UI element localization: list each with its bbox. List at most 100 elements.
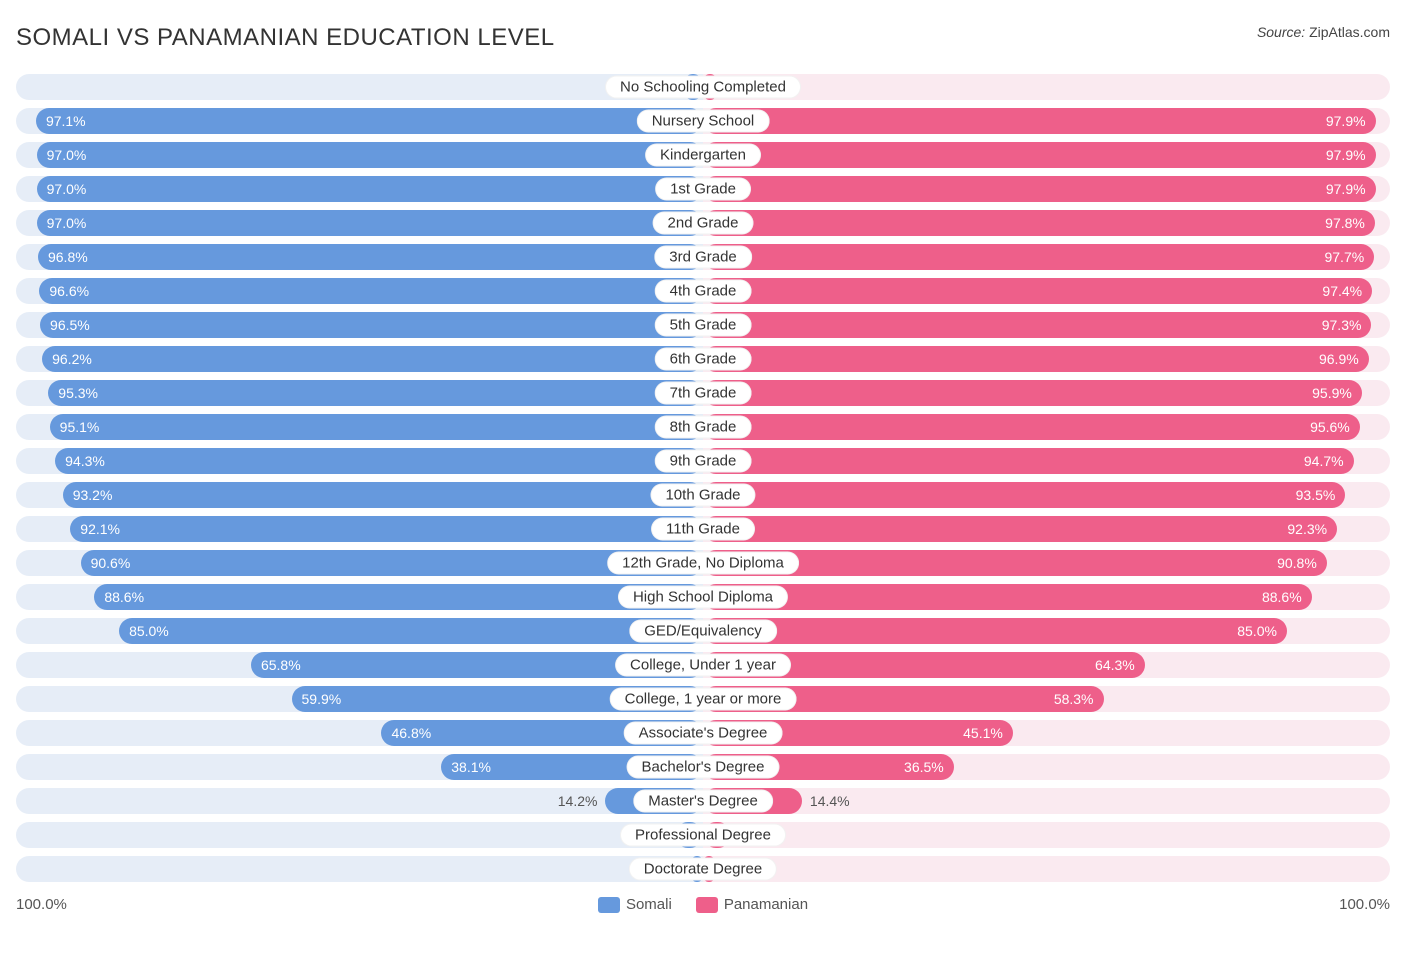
right-bar: 97.9%: [703, 176, 1376, 202]
bar-row: 94.3%94.7%9th Grade: [16, 448, 1390, 474]
left-pct: 92.1%: [80, 521, 120, 537]
left-pct: 46.8%: [391, 725, 431, 741]
left-pct: 85.0%: [129, 623, 169, 639]
right-pct: 97.7%: [1324, 249, 1364, 265]
legend-item-left: Somali: [598, 896, 672, 913]
category-label: 10th Grade: [650, 484, 755, 507]
right-pct: 58.3%: [1054, 691, 1094, 707]
bar-row: 4.1%4.1%Professional Degree: [16, 822, 1390, 848]
left-pct: 65.8%: [261, 657, 301, 673]
source-attribution: Source: ZipAtlas.com: [1257, 24, 1390, 40]
left-pct: 96.8%: [48, 249, 88, 265]
left-pct: 97.1%: [46, 113, 86, 129]
bar-row: 59.9%58.3%College, 1 year or more: [16, 686, 1390, 712]
left-pct: 96.5%: [50, 317, 90, 333]
bar-row: 88.6% 88.6% High School Diploma: [16, 584, 1390, 610]
right-pct: 64.3%: [1095, 657, 1135, 673]
category-label: 1st Grade: [655, 178, 751, 201]
bar-row: 96.5%97.3%5th Grade: [16, 312, 1390, 338]
right-pct: 97.4%: [1322, 283, 1362, 299]
bar-row: 95.1%95.6%8th Grade: [16, 414, 1390, 440]
category-label: GED/Equivalency: [629, 620, 777, 643]
left-pct: 94.3%: [65, 453, 105, 469]
right-pct: 94.7%: [1304, 453, 1344, 469]
left-bar: 97.0%: [37, 210, 703, 236]
right-pct: 97.8%: [1325, 215, 1365, 231]
source-label: Source:: [1257, 24, 1305, 40]
axis-left-max: 100.0%: [16, 896, 96, 913]
right-bar: 97.7%: [703, 244, 1374, 270]
bar-row: 38.1%36.5%Bachelor's Degree: [16, 754, 1390, 780]
category-label: 5th Grade: [655, 314, 752, 337]
left-bar: 97.0%: [37, 142, 703, 168]
category-label: 12th Grade, No Diploma: [607, 552, 799, 575]
left-bar: 93.2%: [63, 482, 703, 508]
left-bar: 95.1%: [50, 414, 703, 440]
left-pct: 96.6%: [49, 283, 89, 299]
bar-row: 97.0% 97.8% 2nd Grade: [16, 210, 1390, 236]
category-label: Associate's Degree: [624, 722, 783, 745]
bar-row: 97.0% 97.9%1st Grade: [16, 176, 1390, 202]
bar-row: 65.8% 64.3% College, Under 1 year: [16, 652, 1390, 678]
left-pct: 97.0%: [47, 181, 87, 197]
bar-row: 1.7%1.7%Doctorate Degree: [16, 856, 1390, 882]
left-bar: 95.3%: [48, 380, 703, 406]
left-pct: 97.0%: [47, 215, 87, 231]
left-pct: 88.6%: [104, 589, 144, 605]
left-pct: 93.2%: [73, 487, 113, 503]
right-bar: 88.6%: [703, 584, 1312, 610]
left-bar: 94.3%: [55, 448, 703, 474]
right-bar: 97.8%: [703, 210, 1375, 236]
source-name: ZipAtlas.com: [1309, 24, 1390, 40]
left-pct: 90.6%: [91, 555, 131, 571]
right-pct: 14.4%: [810, 793, 850, 809]
category-label: Kindergarten: [645, 144, 761, 167]
left-bar: 85.0%: [119, 618, 703, 644]
left-bar: 97.1%: [36, 108, 703, 134]
legend-swatch-right: [696, 897, 718, 913]
bar-row: 96.2%96.9%6th Grade: [16, 346, 1390, 372]
right-bar: 85.0%: [703, 618, 1287, 644]
category-label: 7th Grade: [655, 382, 752, 405]
category-label: 6th Grade: [655, 348, 752, 371]
left-pct: 59.9%: [302, 691, 342, 707]
right-pct: 85.0%: [1237, 623, 1277, 639]
right-pct: 90.8%: [1277, 555, 1317, 571]
legend: Somali Panamanian: [598, 896, 808, 913]
legend-label-right: Panamanian: [724, 896, 808, 913]
bar-row: 95.3%95.9%7th Grade: [16, 380, 1390, 406]
chart-title: SOMALI VS PANAMANIAN EDUCATION LEVEL: [16, 24, 555, 52]
right-bar: 94.7%: [703, 448, 1354, 474]
left-pct: 14.2%: [558, 793, 598, 809]
bar-row: 14.2%14.4%Master's Degree: [16, 788, 1390, 814]
right-bar: 92.3%: [703, 516, 1337, 542]
right-bar: 93.5%: [703, 482, 1345, 508]
bar-row: 92.1% 92.3%11th Grade: [16, 516, 1390, 542]
category-label: College, Under 1 year: [615, 654, 791, 677]
left-bar: 97.0%: [37, 176, 703, 202]
right-bar: 97.9%: [703, 108, 1376, 134]
chart-footer: 100.0% Somali Panamanian 100.0%: [16, 896, 1390, 913]
legend-label-left: Somali: [626, 896, 672, 913]
right-bar: 96.9%: [703, 346, 1369, 372]
category-label: 11th Grade: [651, 518, 755, 541]
legend-item-right: Panamanian: [696, 896, 808, 913]
left-pct: 97.0%: [47, 147, 87, 163]
right-bar: 97.9%: [703, 142, 1376, 168]
category-label: 2nd Grade: [653, 212, 754, 235]
bar-row: 2.9%2.1%No Schooling Completed: [16, 74, 1390, 100]
left-bar: 96.5%: [40, 312, 703, 338]
left-bar: 96.6%: [39, 278, 703, 304]
bar-row: 97.0% 97.9%Kindergarten: [16, 142, 1390, 168]
right-pct: 88.6%: [1262, 589, 1302, 605]
category-label: 8th Grade: [655, 416, 752, 439]
left-pct: 95.1%: [60, 419, 100, 435]
bar-row: 90.6% 90.8% 12th Grade, No Diploma: [16, 550, 1390, 576]
bar-row: 96.8%97.7%3rd Grade: [16, 244, 1390, 270]
left-bar: 88.6%: [94, 584, 703, 610]
legend-swatch-left: [598, 897, 620, 913]
category-label: High School Diploma: [618, 586, 788, 609]
right-bar: 97.4%: [703, 278, 1372, 304]
axis-right-max: 100.0%: [1310, 896, 1390, 913]
left-bar: 96.2%: [42, 346, 703, 372]
